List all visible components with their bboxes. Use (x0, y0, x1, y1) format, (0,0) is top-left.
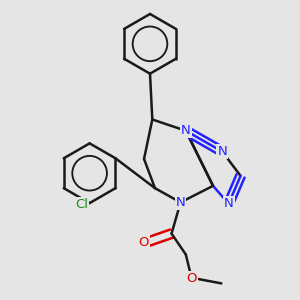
Text: O: O (138, 236, 148, 249)
Text: N: N (181, 124, 191, 137)
Text: O: O (186, 272, 197, 285)
Text: Cl: Cl (75, 198, 88, 211)
Text: N: N (218, 145, 227, 158)
Text: N: N (224, 197, 233, 210)
Text: N: N (176, 196, 185, 209)
